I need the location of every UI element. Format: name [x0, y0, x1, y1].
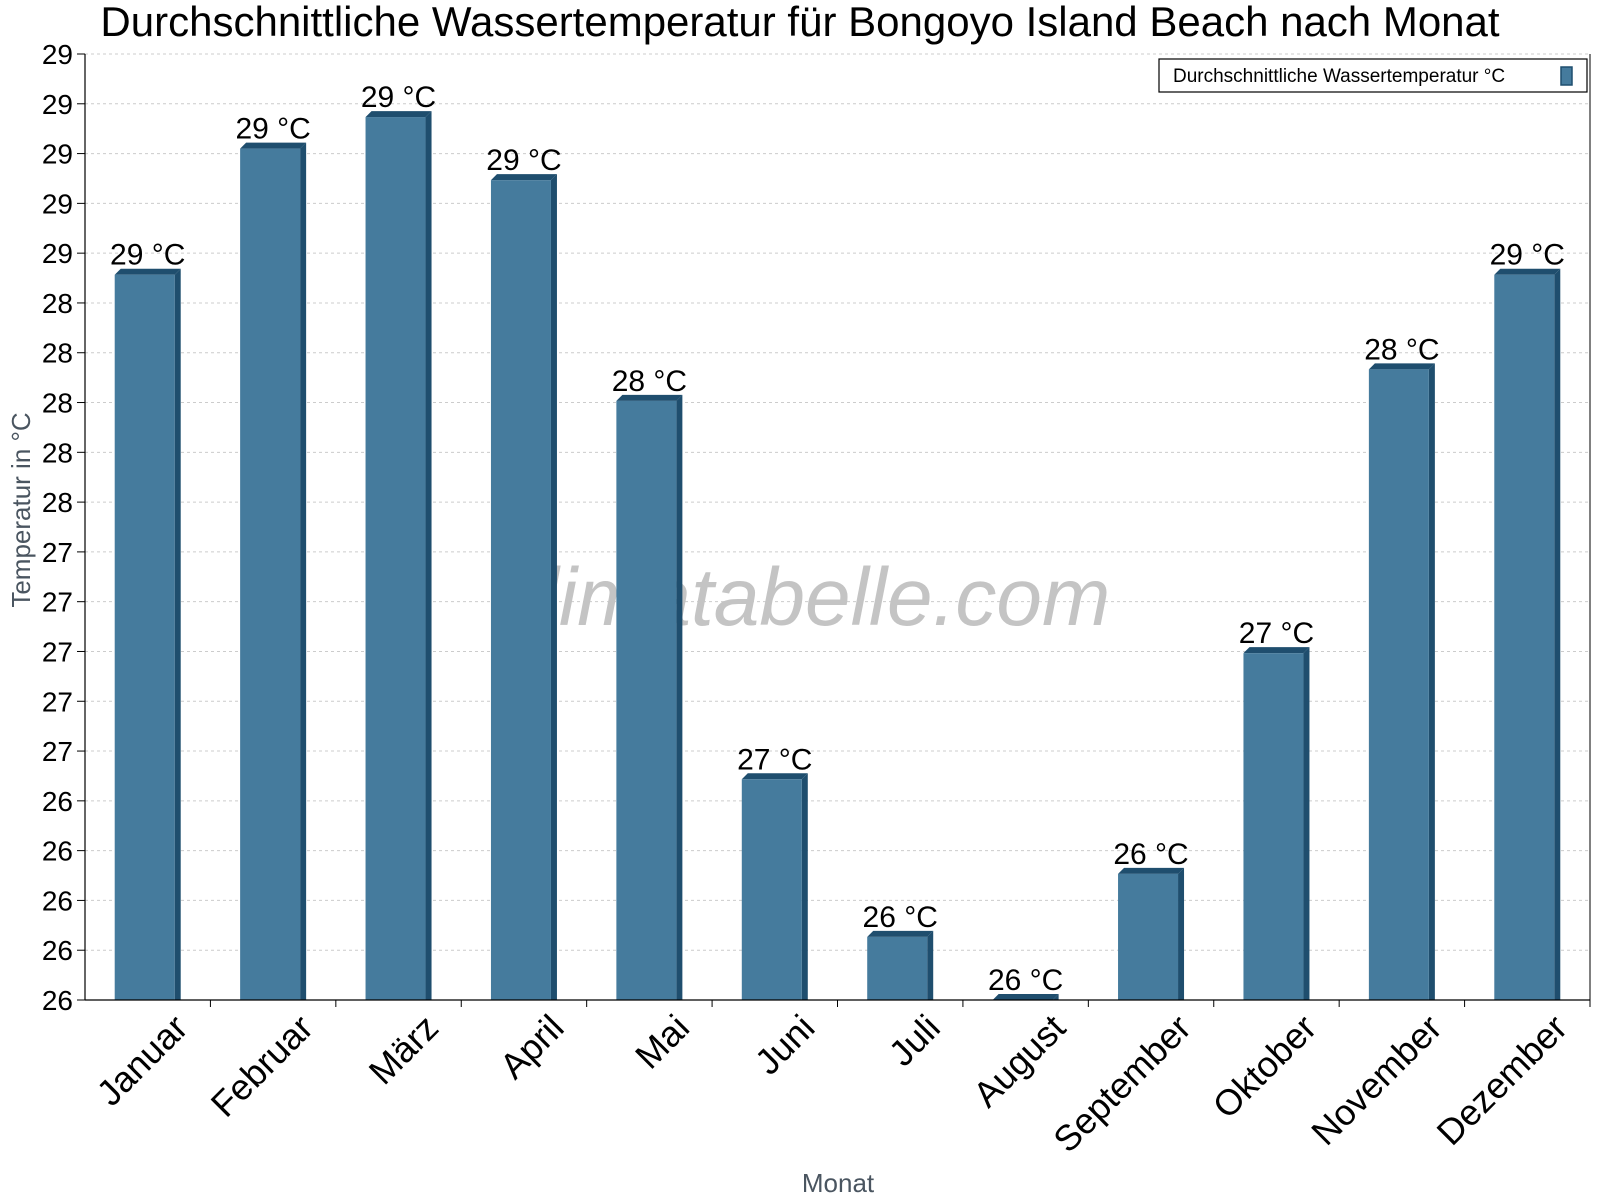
data-label: 26 °C	[988, 964, 1063, 997]
x-tick-label: März	[361, 1007, 447, 1093]
data-label: 28 °C	[612, 365, 687, 398]
bar	[867, 936, 928, 1000]
y-tick-label: 27	[42, 736, 73, 767]
x-tick-label: Februar	[203, 1007, 321, 1125]
legend-swatch	[1560, 66, 1573, 86]
y-axis-ticks: 26 26 26 26 26 27 27 27 27 27 28 28 28 28 28 29 29 29 29 29	[42, 39, 85, 1016]
data-label: 29 °C	[235, 113, 310, 146]
x-axis-label: Monat	[802, 1168, 875, 1198]
x-tick-label: April	[492, 1007, 572, 1087]
bar	[1118, 873, 1179, 1000]
y-tick-label: 29	[42, 238, 73, 269]
bar-side	[425, 111, 432, 1001]
y-tick-label: 28	[42, 437, 73, 468]
bar-side	[676, 394, 683, 1000]
bar	[240, 148, 301, 1001]
y-tick-label: 26	[42, 885, 73, 916]
data-label: 28 °C	[1364, 333, 1439, 366]
legend: Durchschnittliche Wassertemperatur °C	[1158, 58, 1588, 93]
y-tick-label: 29	[42, 89, 73, 120]
bar-top	[240, 142, 307, 149]
bar-top	[365, 111, 432, 118]
y-tick-label: 28	[42, 288, 73, 319]
y-tick-label: 26	[42, 985, 73, 1016]
data-label: 29 °C	[110, 239, 185, 272]
bar	[114, 274, 175, 1000]
bar	[741, 779, 802, 1000]
x-tick-label: Juni	[747, 1007, 823, 1083]
bar	[616, 400, 677, 1000]
bar-side	[801, 773, 808, 1000]
x-tick-label: November	[1303, 1007, 1449, 1153]
y-tick-label: 27	[42, 686, 73, 717]
y-tick-label: 27	[42, 537, 73, 568]
y-tick-label: 26	[42, 786, 73, 817]
bar	[365, 117, 426, 1001]
data-label: 29 °C	[361, 81, 436, 114]
x-tick-label: Januar	[89, 1007, 196, 1114]
bar-top	[616, 394, 683, 401]
gridlines	[85, 53, 1590, 951]
bar-side	[550, 174, 557, 1001]
legend-label: Durchschnittliche Wassertemperatur °C	[1173, 66, 1505, 87]
bar-top	[114, 268, 181, 275]
bar	[1494, 274, 1555, 1000]
x-tick-label: August	[965, 1007, 1073, 1115]
bar-side	[174, 268, 181, 1000]
bar-side	[1428, 363, 1435, 1000]
y-tick-label: 28	[42, 487, 73, 518]
data-label: 26 °C	[1113, 838, 1188, 871]
data-label: 26 °C	[863, 901, 938, 934]
bar-top	[490, 174, 557, 181]
y-tick-label: 26	[42, 935, 73, 966]
y-tick-label: 28	[42, 388, 73, 419]
y-axis-label: Temperatur in °C	[6, 412, 36, 607]
data-label: 27 °C	[737, 743, 812, 776]
watermark: klimatabelle.com	[500, 552, 1111, 643]
bar	[1243, 653, 1304, 1000]
bar-side	[300, 142, 307, 1001]
y-tick-label: 29	[42, 39, 73, 70]
x-tick-label: Mai	[627, 1007, 697, 1077]
y-tick-label: 26	[42, 836, 73, 867]
bar	[490, 180, 551, 1001]
bar-top	[741, 773, 808, 780]
x-tick-label: Oktober	[1205, 1007, 1325, 1127]
bar-top	[1243, 647, 1310, 654]
y-tick-label: 27	[42, 636, 73, 667]
bar-side	[1178, 867, 1185, 1000]
y-tick-label: 29	[42, 139, 73, 170]
data-label: 27 °C	[1239, 617, 1314, 650]
bar-side	[927, 930, 934, 1000]
y-tick-label: 28	[42, 338, 73, 369]
bar-side	[1554, 268, 1561, 1000]
bar-side	[1303, 647, 1310, 1000]
bar-top	[992, 994, 1059, 1000]
legend-box	[1158, 58, 1588, 93]
axes	[84, 54, 1591, 1001]
x-tick-label: Juli	[881, 1007, 948, 1074]
y-tick-label: 27	[42, 587, 73, 618]
x-tick-label: Dezember	[1429, 1007, 1575, 1153]
chart-title: Durchschnittliche Wassertemperatur für B…	[100, 0, 1499, 45]
bar	[1368, 369, 1429, 1000]
bar-top	[1118, 867, 1185, 874]
x-tick-label: September	[1045, 1007, 1199, 1161]
x-axis-ticks: Januar Februar März April Mai Juni Juli AugustS…	[89, 1000, 1591, 1161]
bars: 29 °C 29 °C 29 °C 29 °C 28 °C 27 °C 26 °C 26 °C…	[110, 81, 1565, 1001]
data-label: 29 °C	[1490, 239, 1565, 272]
bar-top	[867, 930, 934, 937]
bar-top	[1494, 268, 1561, 275]
bar-top	[1368, 363, 1435, 370]
data-label: 29 °C	[486, 144, 561, 177]
y-tick-label: 29	[42, 188, 73, 219]
